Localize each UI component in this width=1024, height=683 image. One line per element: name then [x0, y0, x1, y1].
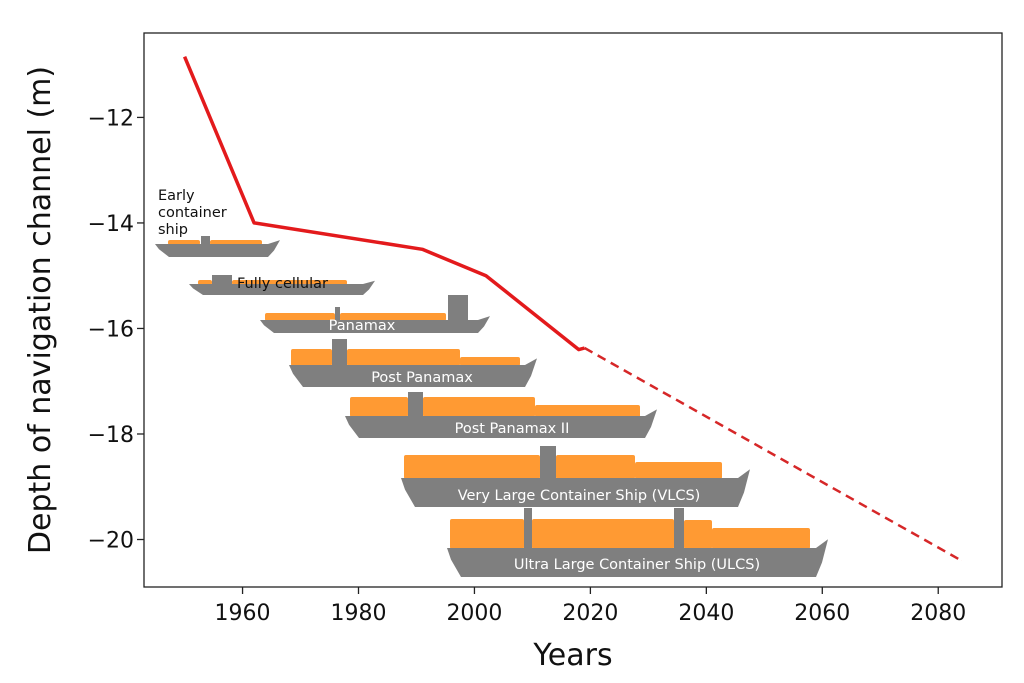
ship-label: Fully cellular: [237, 276, 328, 292]
container-stack: [404, 455, 540, 479]
ship-superstructure: [408, 392, 423, 417]
ship-superstructure: [540, 446, 556, 479]
container-stack: [291, 349, 332, 366]
ship-label: Post Panamax: [371, 370, 473, 386]
x-tick-label: 2020: [562, 601, 618, 626]
ship-hull: [345, 409, 657, 438]
plot-lines: [182, 56, 963, 562]
container-stack: [460, 357, 520, 366]
ship-hull: [289, 358, 537, 387]
ship-4: Post Panamax: [289, 339, 537, 387]
ship-superstructure: [335, 307, 340, 321]
container-stack: [583, 410, 640, 417]
y-axis: −12 −14 −16 −18 −20: [88, 106, 144, 554]
container-stack: [635, 462, 722, 479]
x-tick-label: 2040: [678, 601, 734, 626]
container-stack: [347, 349, 460, 366]
ship-hull: [260, 316, 490, 333]
container-stack: [168, 240, 200, 245]
ship-superstructure: [674, 508, 684, 549]
x-tick-label: 2080: [910, 601, 966, 626]
ship-superstructure: [524, 508, 532, 549]
ship-label: Very Large Container Ship (VLCS): [458, 488, 701, 504]
ship-label: Early: [158, 188, 195, 204]
x-tick-label: 2060: [794, 601, 850, 626]
container-stack: [423, 397, 535, 417]
y-tick-label: −12: [88, 106, 134, 131]
container-stack: [712, 528, 810, 549]
ship-hull: [155, 240, 280, 257]
ship-label: container: [158, 205, 227, 221]
container-stack: [532, 519, 674, 549]
ship-superstructure: [201, 236, 210, 245]
projected-depth-line: [583, 346, 963, 562]
ship-label: ship: [158, 222, 188, 238]
ship-2: Fully cellular: [189, 275, 375, 295]
y-axis-label: Depth of navigation channel (m): [23, 66, 58, 554]
ship-label: Ultra Large Container Ship (ULCS): [514, 557, 760, 573]
ship-7: Ultra Large Container Ship (ULCS): [447, 508, 828, 577]
y-tick-label: −20: [88, 529, 134, 554]
x-axis: 1960 1980 2000 2020 2040 2060 2080: [215, 587, 966, 626]
y-tick-label: −14: [88, 212, 134, 237]
ship-label: Panamax: [329, 318, 396, 334]
ship-superstructure: [332, 339, 347, 366]
ship-superstructure: [448, 295, 468, 321]
ship-superstructure: [212, 275, 232, 285]
container-stack: [340, 313, 446, 321]
container-stack: [350, 397, 408, 417]
x-tick-label: 2000: [446, 601, 502, 626]
x-tick-label: 1960: [215, 601, 271, 626]
ship-5: Post Panamax II: [345, 392, 657, 438]
y-tick-label: −18: [88, 423, 134, 448]
ship-hull: [401, 469, 750, 507]
ship-3: Panamax: [260, 295, 490, 334]
container-stack: [265, 313, 335, 321]
plot-frame: [143, 32, 1003, 588]
ship-hull: [447, 539, 828, 577]
container-stack: [210, 240, 262, 245]
container-stack: [684, 520, 712, 549]
y-tick-label: −16: [88, 317, 134, 342]
x-tick-label: 1980: [331, 601, 387, 626]
x-axis-label: Years: [532, 638, 612, 673]
container-stack: [198, 280, 212, 285]
container-stack: [556, 455, 635, 479]
historical-depth-line: [182, 56, 586, 352]
ship-label: Post Panamax II: [455, 421, 570, 437]
container-stack: [232, 280, 347, 285]
ship-hull: [189, 280, 375, 295]
container-stack: [450, 519, 524, 549]
ship-6: Very Large Container Ship (VLCS): [401, 446, 750, 507]
